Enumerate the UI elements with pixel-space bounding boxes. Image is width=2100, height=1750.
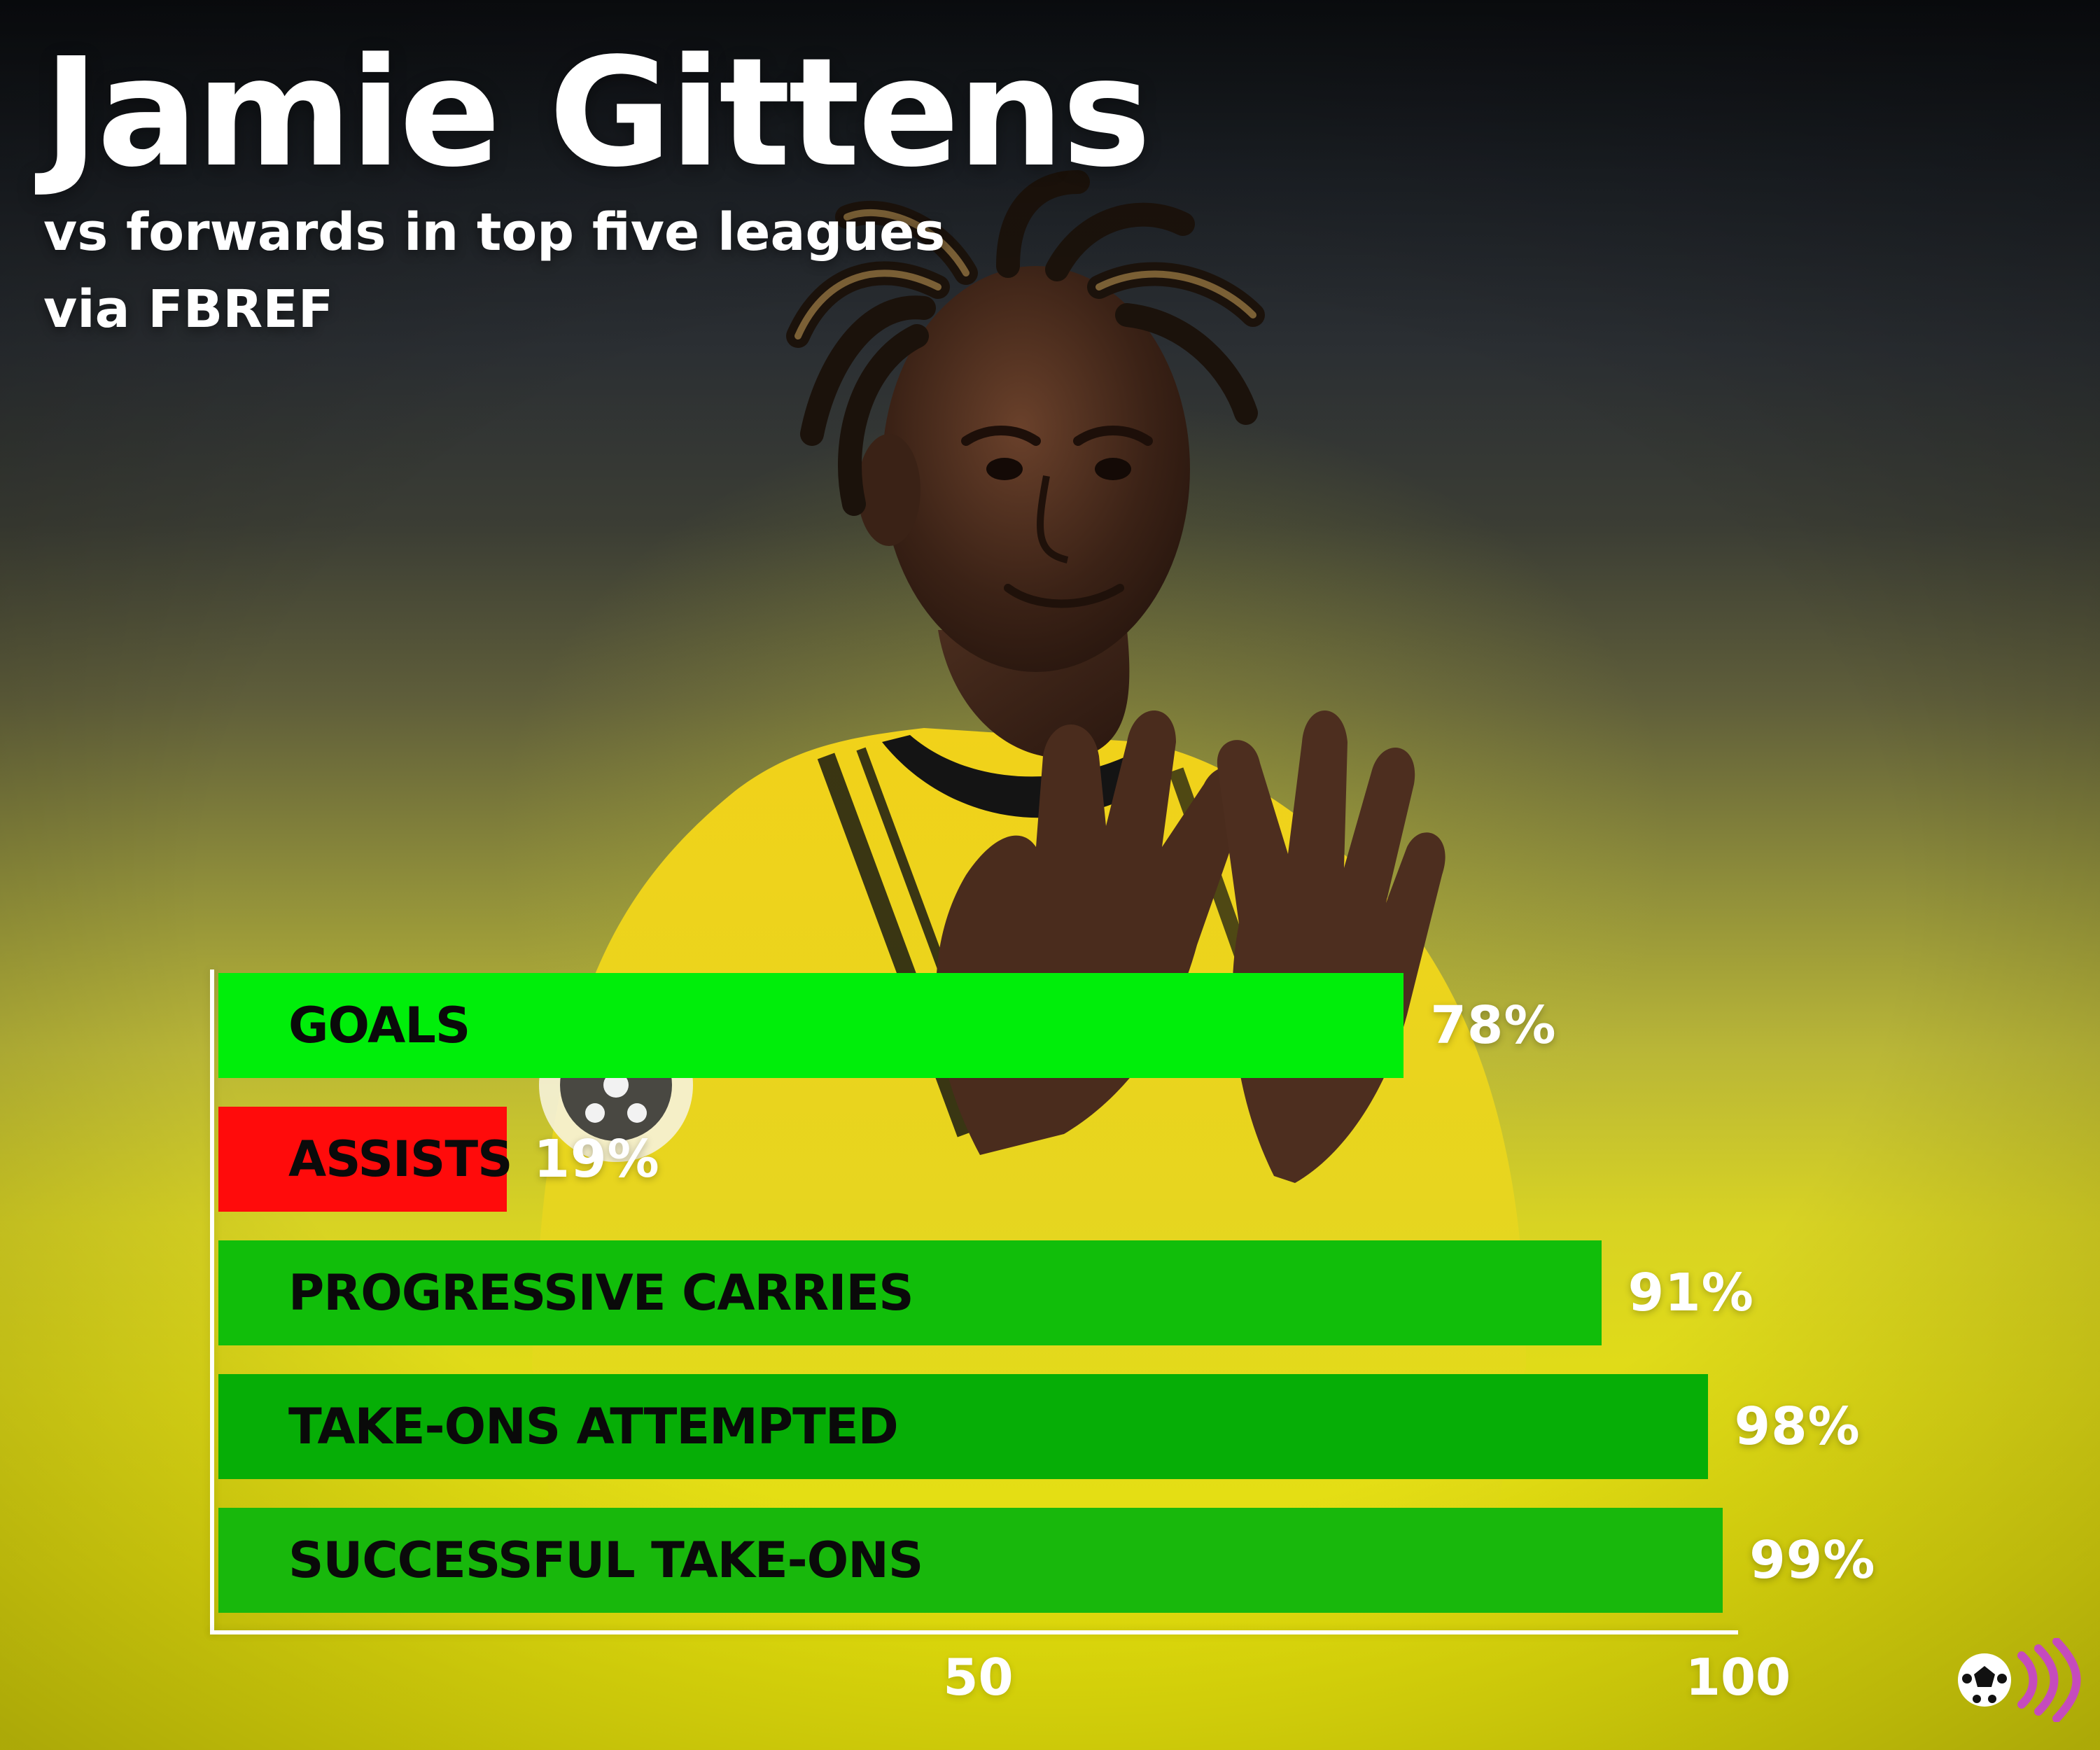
bar-progressive-carries xyxy=(218,1240,1602,1345)
chart-title: Jamie Gittens xyxy=(43,26,1151,200)
data-source: via FBREF xyxy=(43,279,334,340)
bar-label: SUCCESSFUL TAKE-ONS xyxy=(288,1532,923,1589)
bar-value-label: 19% xyxy=(533,1129,660,1189)
bar-assists xyxy=(218,1107,507,1212)
x-axis-line xyxy=(210,1630,1738,1634)
chart-subtitle: vs forwards in top five leagues xyxy=(43,202,946,262)
bar-successful-take-ons xyxy=(218,1508,1723,1613)
bar-label: GOALS xyxy=(288,997,470,1054)
bar-label: TAKE-ONS ATTEMPTED xyxy=(288,1398,899,1455)
bar-row: SUCCESSFUL TAKE-ONS 99% xyxy=(218,1508,1875,1613)
x-tick-label: 100 xyxy=(1685,1648,1791,1707)
bar-value-label: 78% xyxy=(1430,995,1557,1056)
bar-value-label: 91% xyxy=(1628,1263,1754,1323)
bar-row: ASSISTS 19% xyxy=(218,1107,1738,1212)
y-axis-line xyxy=(210,969,214,1634)
bar-row: PROGRESSIVE CARRIES 91% xyxy=(218,1240,1754,1345)
bar-label: ASSISTS xyxy=(288,1130,512,1188)
bar-goals xyxy=(218,973,1404,1078)
bar-value-label: 98% xyxy=(1734,1396,1861,1457)
bar-row: TAKE-ONS ATTEMPTED 98% xyxy=(218,1374,1860,1479)
bar-take-ons-attempted xyxy=(218,1374,1708,1479)
bar-row: GOALS 78% xyxy=(218,973,1738,1078)
bar-value-label: 99% xyxy=(1749,1530,1876,1590)
x-tick-label: 50 xyxy=(943,1648,1014,1707)
bar-label: PROGRESSIVE CARRIES xyxy=(288,1264,914,1322)
football-broadcast-icon xyxy=(1958,1638,2081,1722)
